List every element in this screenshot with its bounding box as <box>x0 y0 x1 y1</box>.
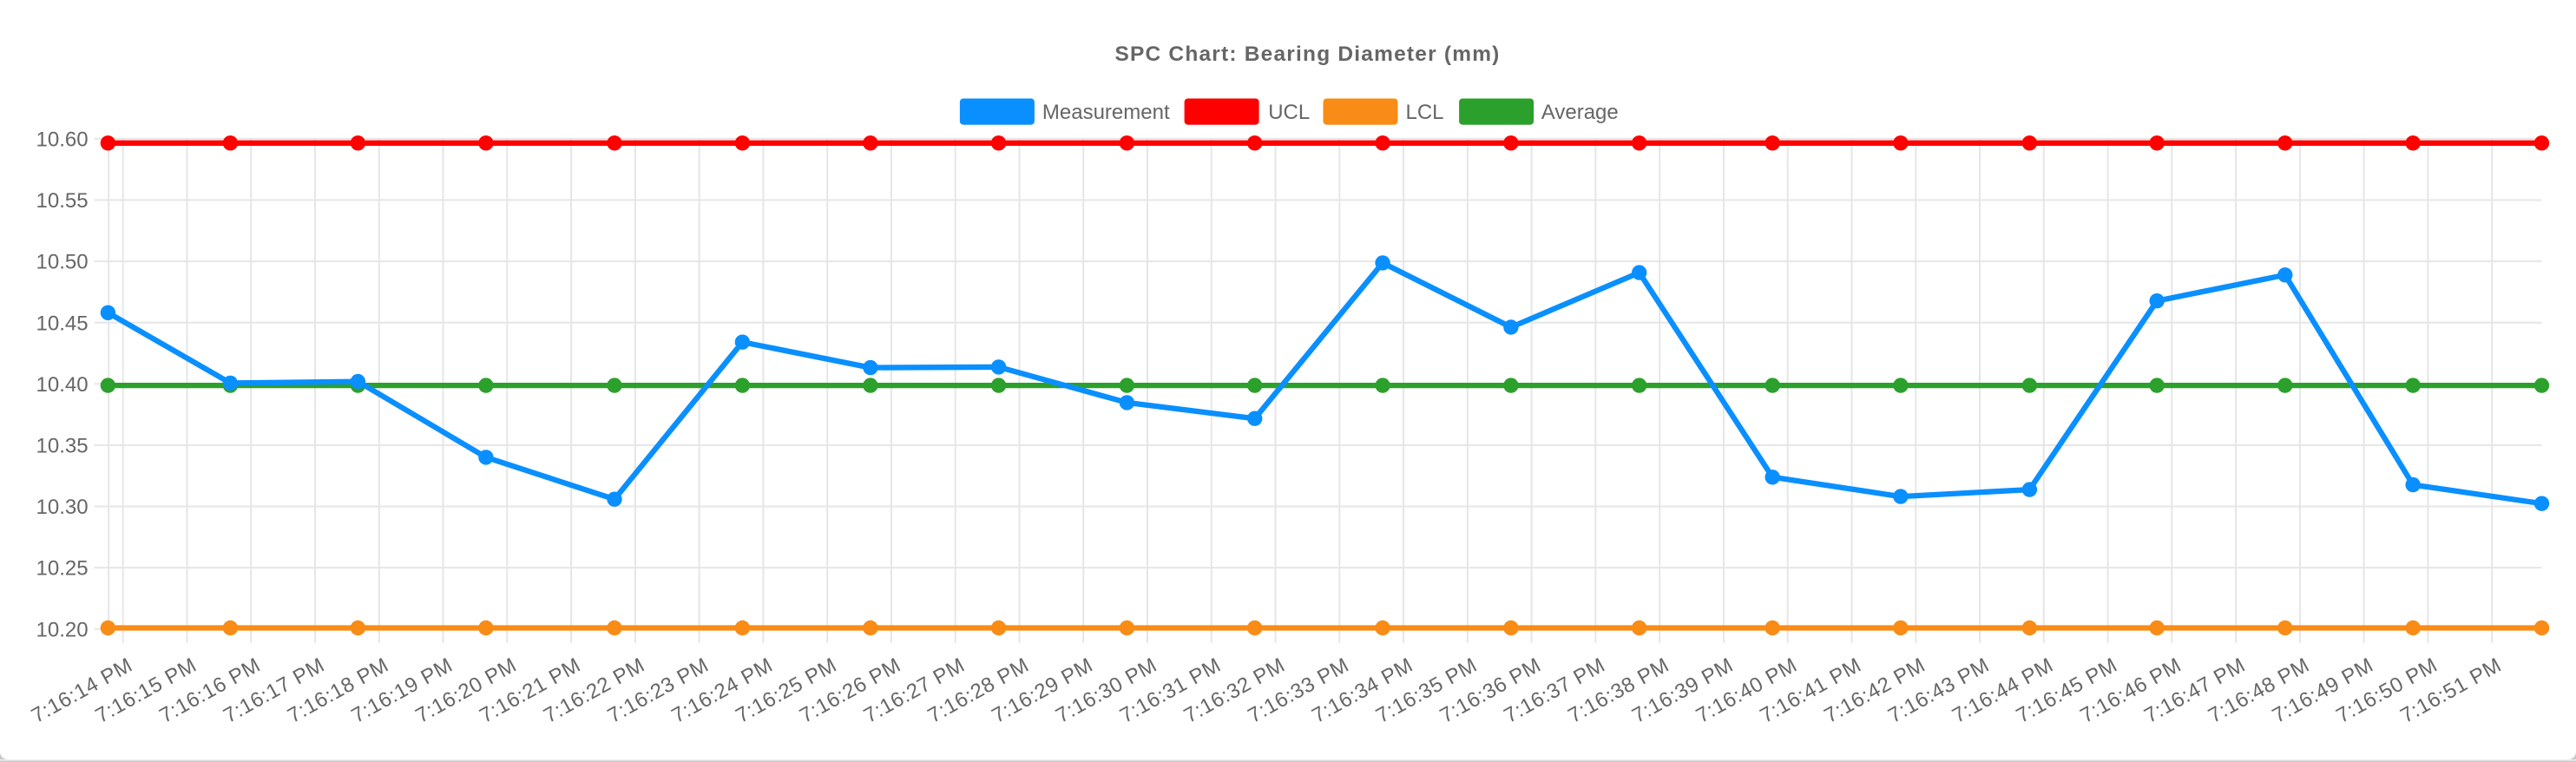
svg-text:10.30: 10.30 <box>36 496 89 519</box>
svg-text:10.60: 10.60 <box>36 128 89 152</box>
svg-text:10.25: 10.25 <box>36 557 89 581</box>
svg-text:UCL: UCL <box>1268 101 1310 124</box>
svg-text:10.40: 10.40 <box>36 373 89 397</box>
svg-text:10.55: 10.55 <box>36 189 89 213</box>
svg-text:10.45: 10.45 <box>36 312 89 335</box>
svg-text:SPC Chart: Bearing Diameter (m: SPC Chart: Bearing Diameter (mm) <box>1114 43 1500 66</box>
svg-text:LCL: LCL <box>1406 101 1444 124</box>
svg-text:10.35: 10.35 <box>36 435 89 458</box>
svg-text:10.20: 10.20 <box>36 618 89 641</box>
svg-text:Average: Average <box>1541 101 1619 124</box>
svg-text:Measurement: Measurement <box>1042 101 1170 124</box>
svg-text:10.50: 10.50 <box>36 251 89 274</box>
